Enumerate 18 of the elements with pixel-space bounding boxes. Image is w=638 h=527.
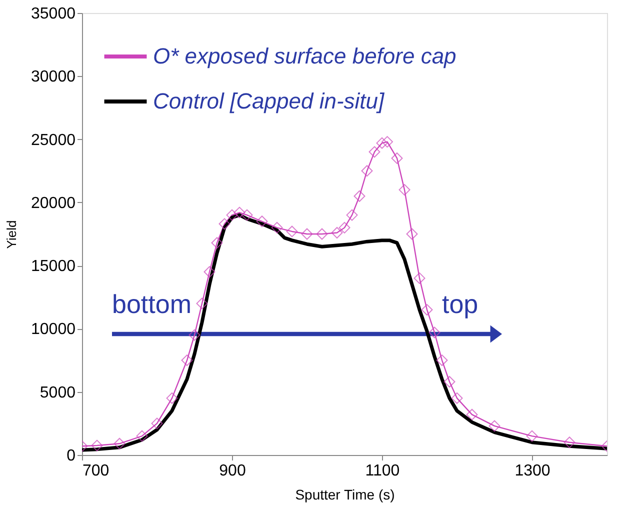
legend-label: O* exposed surface before cap <box>153 44 456 68</box>
y-tick-label: 5000 <box>40 384 76 402</box>
y-tick-label: 35000 <box>31 6 76 22</box>
x-tick-label: 1100 <box>365 462 400 480</box>
y-tick-label: 25000 <box>31 132 76 149</box>
annotation: bottom <box>112 289 192 319</box>
y-axis-title: Yield <box>4 220 20 249</box>
y-tick-label: 20000 <box>31 194 76 212</box>
x-axis-title: Sputter Time (s) <box>295 486 395 502</box>
annotation: top <box>442 289 478 319</box>
y-tick-label: 0 <box>66 448 76 464</box>
x-tick-label: 900 <box>219 462 246 480</box>
y-tick-label: 15000 <box>31 258 76 276</box>
y-tick-label: 30000 <box>31 68 76 86</box>
legend-label: Control [Capped in-situ] <box>153 88 386 114</box>
x-tick-label: 1300 <box>514 462 550 480</box>
y-tick-label: 10000 <box>31 321 76 338</box>
x-tick-label: 700 <box>82 462 110 480</box>
